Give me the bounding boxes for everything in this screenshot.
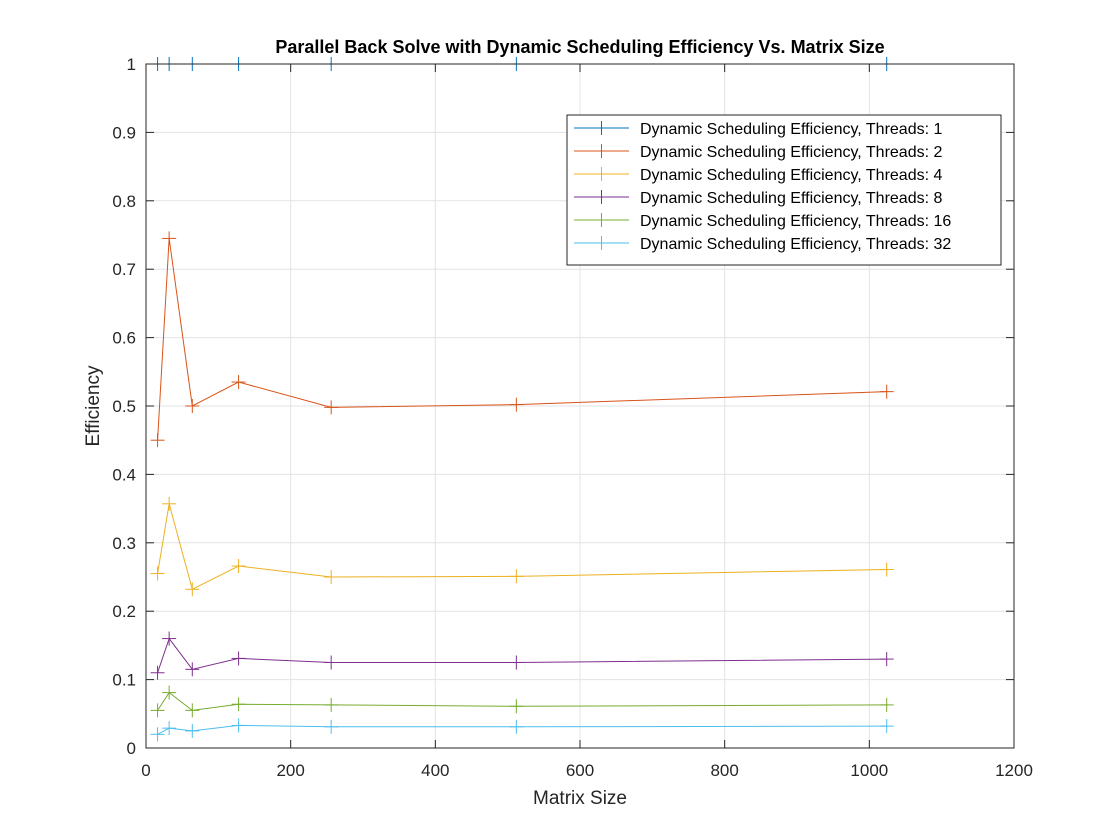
series-2 [150,231,894,448]
legend-entry: Dynamic Scheduling Efficiency, Threads: … [574,190,942,207]
data-point [879,719,894,734]
data-point [150,727,165,742]
data-point [150,566,165,581]
data-point [162,721,177,736]
y-tick-label: 0.8 [112,192,136,211]
data-point [231,718,246,733]
data-point [162,231,177,246]
data-point [150,665,165,680]
data-point [231,559,246,574]
data-point [162,631,177,646]
data-point [185,399,200,413]
legend-label: Dynamic Scheduling Efficiency, Threads: … [640,167,942,184]
data-point [509,397,524,412]
legend-label: Dynamic Scheduling Efficiency, Threads: … [640,213,951,230]
x-tick-label: 200 [276,761,304,780]
y-tick-label: 0 [127,739,136,758]
legend-box [566,114,1002,266]
data-point [509,719,524,734]
y-tick-label: 0.6 [112,329,136,348]
data-point [879,652,894,667]
y-tick-label: 0.3 [112,534,136,553]
data-point [150,433,165,448]
x-tick-label: 1200 [995,761,1033,780]
x-tick-label: 0 [141,761,150,780]
data-point [185,703,200,718]
y-tick-label: 0.4 [112,465,136,484]
y-tick-label: 0.7 [112,260,136,279]
y-tick-label: 0.5 [112,397,136,416]
chart-title: Parallel Back Solve with Dynamic Schedul… [275,37,884,57]
data-point [324,719,339,734]
y-tick-label: 0.9 [112,123,136,142]
data-point [231,651,246,666]
legend: Dynamic Scheduling Efficiency, Threads: … [566,114,1002,266]
legend-label: Dynamic Scheduling Efficiency, Threads: … [640,190,942,207]
y-tick-label: 1 [127,55,136,74]
legend-entry: Dynamic Scheduling Efficiency, Threads: … [574,213,951,230]
legend-entry: Dynamic Scheduling Efficiency, Threads: … [574,121,942,138]
legend-label: Dynamic Scheduling Efficiency, Threads: … [640,121,942,138]
legend-entry: Dynamic Scheduling Efficiency, Threads: … [574,144,942,161]
data-point [231,375,246,390]
series-5 [150,685,894,718]
y-axis-title: Efficiency [83,365,104,446]
data-point [324,655,339,670]
axis-ticks: 0 200 400 600 800 1000 1200 0 0.1 0.2 0.3 0.4 0.5 0.6… [112,55,1033,780]
data-point [509,569,524,584]
data-point [185,662,200,677]
data-point [162,685,177,700]
data-point [185,582,200,597]
legend-label: Dynamic Scheduling Efficiency, Threads: … [640,144,942,161]
data-point [231,697,246,712]
data-point [509,699,524,714]
legend-label: Dynamic Scheduling Efficiency, Threads: … [640,236,951,253]
data-point [509,655,524,670]
data-point [324,400,339,415]
data-point [162,496,177,511]
x-tick-label: 800 [710,761,738,780]
x-tick-label: 1000 [850,761,888,780]
data-point [879,697,894,712]
x-tick-label: 600 [566,761,594,780]
data-point [185,723,200,738]
data-point [324,697,339,712]
y-tick-label: 0.1 [112,671,136,690]
y-tick-label: 0.2 [112,602,136,621]
x-axis-title: Matrix Size [533,788,627,809]
legend-entry: Dynamic Scheduling Efficiency, Threads: … [574,167,942,184]
data-point [879,384,894,399]
series-3 [150,496,894,597]
data-point [324,570,339,584]
legend-entry: Dynamic Scheduling Efficiency, Threads: … [574,236,951,253]
series-4 [150,631,894,680]
x-tick-label: 400 [421,761,449,780]
data-point [879,562,894,577]
data-point [150,703,165,718]
series-6 [150,718,894,742]
